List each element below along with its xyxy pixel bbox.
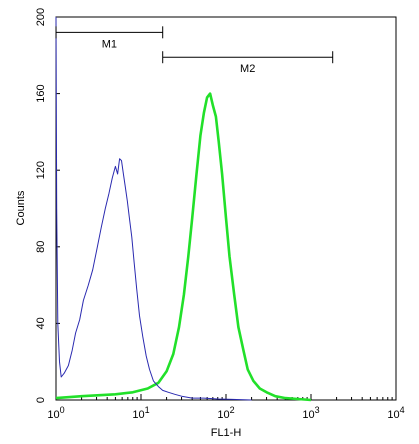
- y-tick-label: 200: [35, 8, 47, 26]
- x-tick-label: 102: [217, 405, 234, 421]
- x-tick-label: 103: [302, 405, 319, 421]
- marker-0-label: M1: [102, 38, 117, 50]
- y-axis: 0 40 80 120 160 200: [35, 8, 60, 403]
- y-tick-label: 0: [35, 397, 47, 403]
- marker-1-label: M2: [240, 63, 255, 75]
- x-tick-label: 100: [47, 405, 64, 421]
- y-axis-label: Counts: [15, 190, 27, 225]
- y-tick-label: 120: [35, 161, 47, 179]
- series-group: [55, 16, 312, 402]
- y-tick-label: 80: [35, 241, 47, 253]
- y-tick-label: 160: [35, 84, 47, 102]
- x-axis-label: FL1-H: [211, 427, 242, 439]
- series-1-curve: [55, 92, 312, 402]
- x-tick-label: 104: [387, 405, 404, 421]
- y-tick-label: 40: [35, 317, 47, 329]
- marker-gates: M1 M2: [55, 26, 334, 75]
- series-0-curve: [55, 16, 252, 401]
- x-tick-label: 101: [132, 405, 149, 421]
